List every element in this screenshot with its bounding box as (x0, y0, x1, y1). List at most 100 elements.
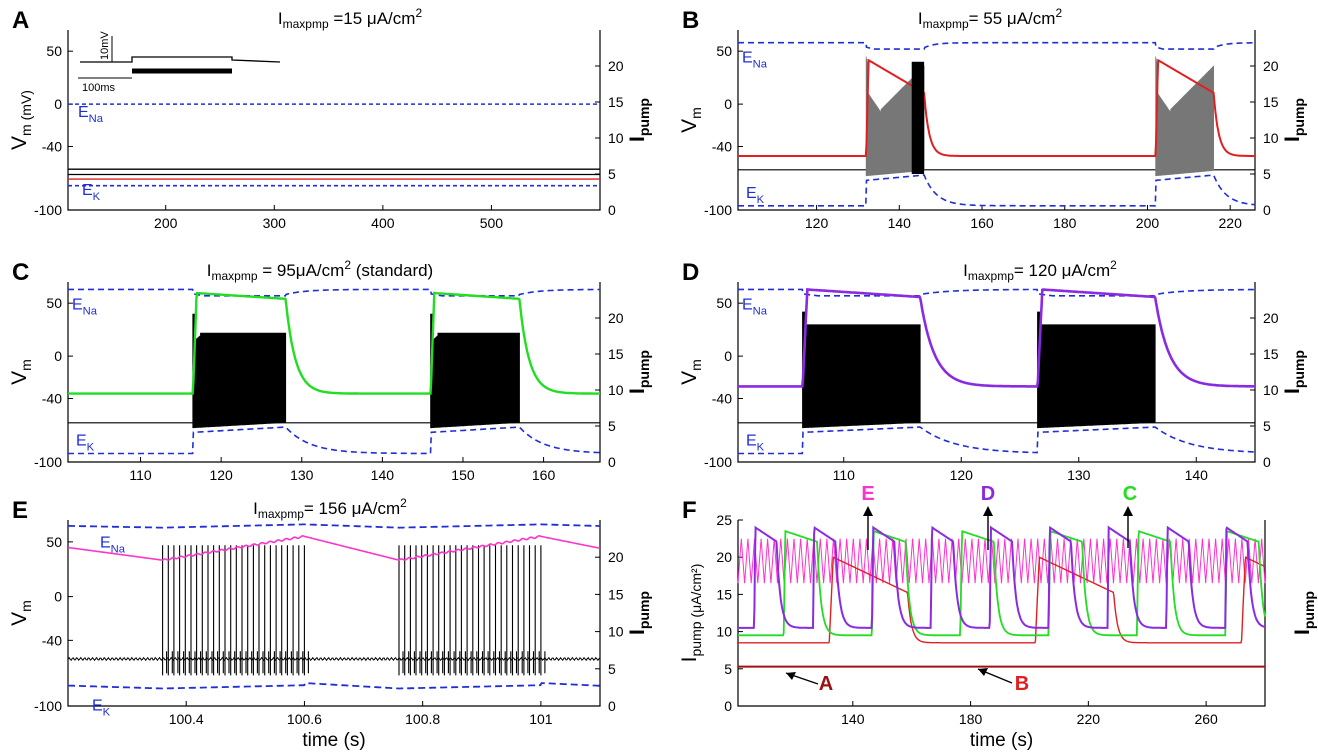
x-tick-label: 130 (290, 467, 314, 483)
x-tick-label: 140 (1185, 467, 1209, 483)
y2-tick-label: 0 (1263, 202, 1271, 218)
x-tick-label: 140 (371, 467, 395, 483)
ek-label-main: E (92, 697, 103, 714)
y2-label-main: I (1281, 388, 1304, 394)
x-axis-label: time (s) (970, 730, 1033, 751)
ena-label-sub: Na (753, 59, 768, 71)
y2-axis-label: Ipump (1281, 98, 1307, 142)
panel-label: E (12, 497, 28, 524)
ena-label-main: E (742, 296, 753, 313)
ena-label: ENa (742, 50, 768, 71)
x-tick-label: 101 (529, 711, 553, 727)
ena-label-sub: Na (83, 305, 98, 317)
y-label-main: V (8, 612, 31, 626)
marker-arrowhead (863, 506, 873, 516)
y-tick-label: 0 (724, 698, 732, 714)
panel-title: Imaxpmp = 95μA/cm2 (standard) (207, 258, 433, 283)
y-tick-label: 5 (724, 661, 732, 677)
y2-label-sub: pump (636, 350, 652, 388)
y2-axis-label: Ipump (626, 591, 652, 635)
ena-label-main: E (100, 534, 111, 551)
title-sub: maxpmp (258, 507, 304, 521)
x-tick-label: 120 (805, 215, 829, 231)
panel-label: C (12, 259, 29, 286)
y2-label-main: I (1281, 136, 1304, 142)
y-label-main: I (678, 657, 701, 663)
y-tick-label: -40 (42, 138, 62, 154)
title-rest: =15 μA/cm (329, 9, 416, 28)
x-tick-label: 110 (833, 467, 856, 483)
y-tick-label: -40 (42, 632, 62, 648)
x-tick-label: 220 (1077, 711, 1101, 727)
y-tick-label: 50 (46, 295, 62, 311)
y-label-sub: pump (μA/cm²) (688, 564, 704, 657)
y2-tick-label: 15 (608, 346, 624, 362)
ek-label-main: E (746, 185, 757, 202)
title-main: I (253, 499, 258, 518)
axes-frame (67, 520, 601, 707)
ek-label-sub: K (103, 706, 111, 718)
y2-axis-label: Ipump (626, 350, 652, 394)
y2-label-sub: pump (636, 98, 652, 136)
ena-label: ENa (78, 104, 104, 125)
y2-tick-label: 10 (608, 382, 624, 398)
title-sup: 2 (400, 496, 407, 510)
x-tick-label: 100.6 (287, 711, 322, 727)
x-tick-label: 260 (1194, 711, 1218, 727)
y-label-main: V (8, 371, 31, 385)
y2-tick-label: 5 (608, 661, 616, 677)
y-label-sub: m (18, 359, 34, 371)
x-tick-label: 120 (950, 467, 974, 483)
ena-label-sub: Na (753, 305, 768, 317)
inset-trace: 10mV 100ms (78, 31, 281, 94)
y-tick-label: 0 (54, 96, 62, 112)
x-tick-label: 180 (1053, 215, 1077, 231)
y-tick-label: 10 (716, 624, 732, 640)
vm-burst-spikes (192, 313, 287, 429)
panel-title: Imaxpmp= 120 μA/cm2 (963, 258, 1117, 283)
y2-axis-label: Ipump (626, 98, 652, 142)
y2-label-main: I (1291, 629, 1314, 635)
y2-tick-label: 0 (608, 202, 616, 218)
series-e-band (737, 538, 1266, 584)
y-tick-label: -100 (34, 698, 62, 714)
y-tick-label: -40 (712, 138, 732, 154)
y-tick-label: -100 (34, 202, 62, 218)
y2-tick-label: 20 (608, 58, 624, 74)
x-tick-label: 130 (1067, 467, 1091, 483)
ipump-line (67, 534, 601, 561)
x-axis-label: time (s) (302, 730, 365, 751)
panel-label: A (12, 7, 29, 34)
y-tick-label: 0 (54, 589, 62, 605)
title-rest: = 95μA/cm (258, 261, 345, 280)
inset-scale-t-label: 100ms (82, 82, 116, 94)
y-tick-label: 20 (716, 549, 732, 565)
title-sub: maxpmp (968, 269, 1014, 283)
inset-scale-v-label: 10mV (99, 31, 111, 60)
y-tick-label: 50 (46, 534, 62, 550)
ek-label: EK (82, 182, 101, 203)
y2-tick-label: 10 (608, 624, 624, 640)
y-axis-label: Vm (678, 359, 704, 385)
title-sup: 2 (415, 6, 422, 20)
y-tick-label: -40 (712, 390, 732, 406)
x-tick-label: 140 (841, 711, 865, 727)
ipump-line (68, 291, 600, 395)
y2-tick-label: 0 (1263, 454, 1271, 470)
y2-label-main: I (626, 629, 649, 635)
y2-axis-label: Ipump (1291, 591, 1317, 635)
series-marker-b: B (1015, 673, 1029, 695)
y-tick-label: 0 (724, 348, 732, 364)
series-marker-a: A (819, 673, 833, 695)
axes-frame (737, 30, 1256, 211)
ek-label-sub: K (93, 191, 101, 203)
title-tail: (standard) (351, 261, 433, 280)
series-marker-d: D (981, 483, 995, 505)
y-tick-label: 50 (716, 43, 732, 59)
title-rest: = 55 μA/cm (969, 9, 1056, 28)
title-sub: maxpmp (283, 17, 329, 31)
y-tick-label: 50 (46, 43, 62, 59)
vm-burst-spikes (398, 545, 546, 676)
vm-burst-spikes (802, 311, 921, 429)
